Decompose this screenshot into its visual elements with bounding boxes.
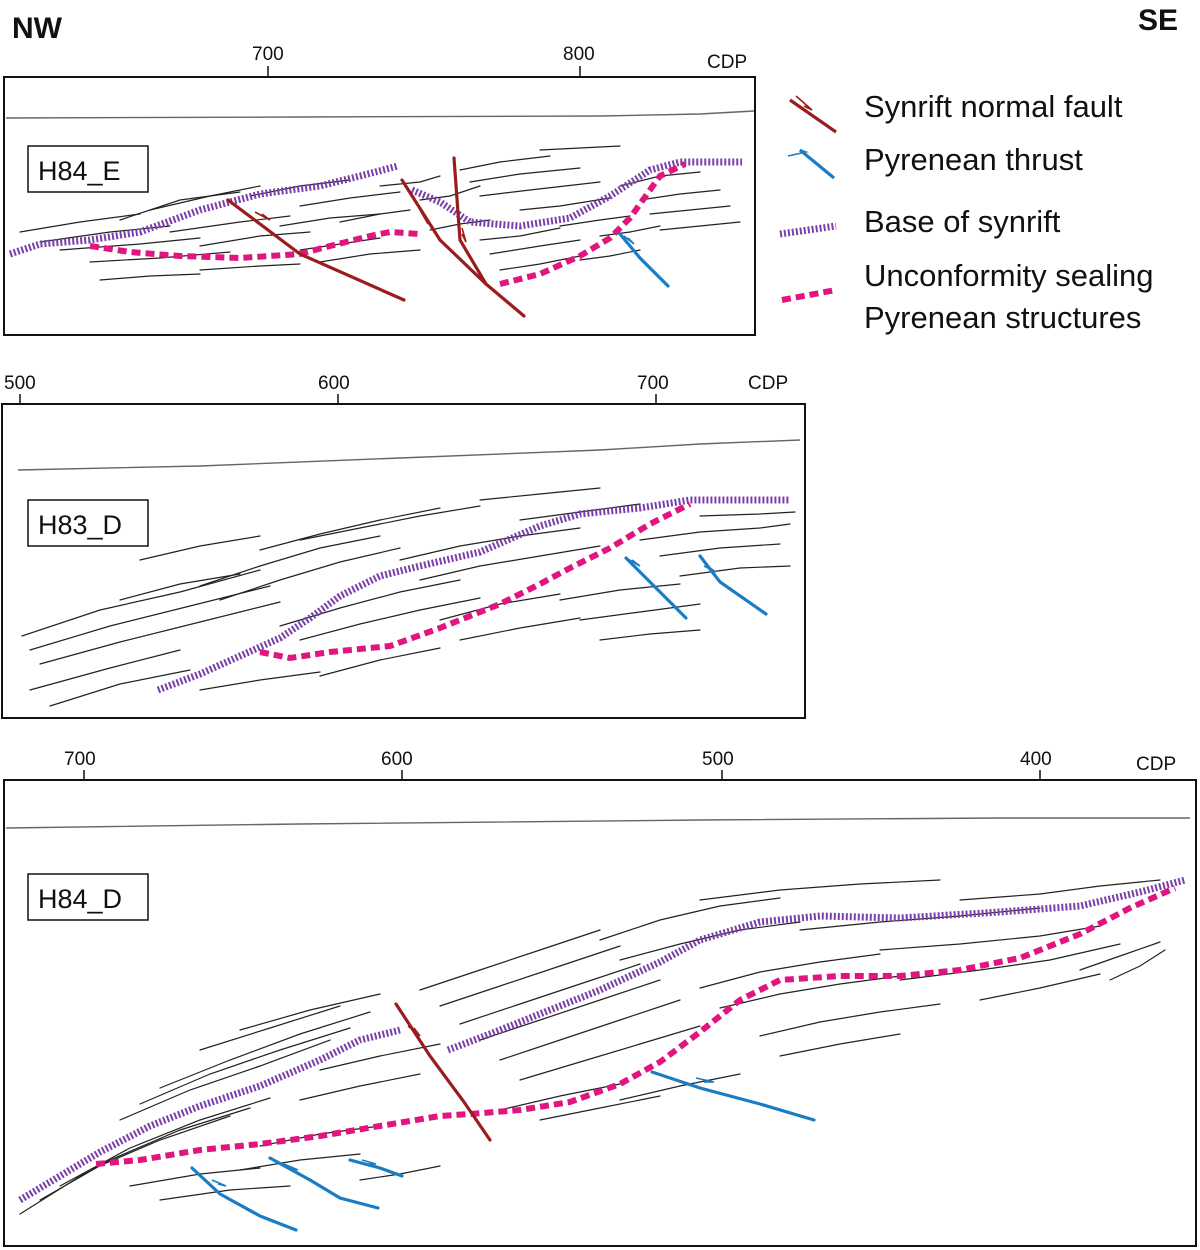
legend-label: Unconformity sealing <box>864 258 1153 293</box>
base-synrift-icon <box>779 222 837 238</box>
base-synrift-horizon <box>8 162 399 258</box>
cdp-tick-600: 600 <box>318 373 350 394</box>
legend-item-synrift-fault: Synrift normal fault <box>789 89 1123 134</box>
section-label-box <box>27 499 149 547</box>
section-h84-d: 700 600 500 400 CDP H84_D <box>3 749 1197 1247</box>
legend-label: Pyrenean thrust <box>864 142 1083 177</box>
seismic-reflectors <box>21 487 796 707</box>
cdp-tick-700: 700 <box>64 749 96 770</box>
seafloor-line <box>5 817 1190 829</box>
normal-fault <box>394 1002 492 1142</box>
legend-item-unconformity: Unconformity sealing Pyrenean structures <box>781 258 1153 335</box>
seafloor-line <box>17 439 801 471</box>
cdp-tick-600: 600 <box>381 749 413 770</box>
seismic-reflectors <box>19 879 1166 1215</box>
base-synrift-horizon <box>156 496 790 694</box>
unconformity-horizon <box>499 161 687 287</box>
legend: Synrift normal fault Pyrenean thrust Bas… <box>779 89 1153 335</box>
direction-nw: NW <box>12 12 63 45</box>
base-synrift-horizon <box>18 1026 401 1204</box>
section-label-box <box>27 873 149 921</box>
normal-fault <box>226 198 406 302</box>
unconformity-icon <box>781 287 837 303</box>
normal-fault <box>400 178 526 318</box>
section-label: H84_E <box>38 156 121 186</box>
section-label-box <box>27 145 149 193</box>
thrust-icon <box>798 148 836 180</box>
section-frame <box>3 779 1197 1247</box>
cdp-tick-500: 500 <box>4 373 36 394</box>
seismic-reflectors <box>19 145 741 281</box>
section-frame <box>1 403 806 719</box>
cdp-axis-label: CDP <box>1136 754 1176 775</box>
cdp-axis-label: CDP <box>748 373 788 394</box>
base-synrift-horizon <box>446 876 1186 1054</box>
unconformity-horizon <box>259 501 692 662</box>
pyrenean-thrust <box>190 1166 298 1232</box>
pyrenean-thrust <box>348 1158 404 1178</box>
section-frame <box>3 76 756 336</box>
pyrenean-thrust <box>268 1156 380 1210</box>
legend-label: Base of synrift <box>864 204 1061 239</box>
pyrenean-thrust <box>650 1070 816 1122</box>
section-h83-d: 500 600 700 CDP H83_D <box>1 373 806 719</box>
legend-label-line2: Pyrenean structures <box>864 300 1141 335</box>
unconformity-horizon <box>95 885 1177 1167</box>
seafloor-line <box>5 110 755 119</box>
section-h84-e: 700 800 CDP H84_E <box>3 44 756 336</box>
normal-fault <box>452 156 488 286</box>
cdp-tick-700: 700 <box>637 373 669 394</box>
cdp-tick-800: 800 <box>563 44 595 65</box>
cdp-tick-500: 500 <box>702 749 734 770</box>
legend-item-base-synrift: Base of synrift <box>779 204 1061 239</box>
legend-item-thrust: Pyrenean thrust <box>787 142 1083 180</box>
pyrenean-thrust <box>698 554 768 616</box>
pyrenean-thrust <box>618 232 670 288</box>
pyrenean-thrust <box>624 556 688 620</box>
cdp-axis-label: CDP <box>707 52 747 73</box>
cdp-tick-700: 700 <box>252 44 284 65</box>
direction-se: SE <box>1138 4 1178 37</box>
base-synrift-horizon <box>410 158 742 230</box>
section-label: H83_D <box>38 510 122 540</box>
section-label: H84_D <box>38 884 122 914</box>
fault-icon <box>789 98 837 134</box>
cdp-tick-400: 400 <box>1020 749 1052 770</box>
legend-label: Synrift normal fault <box>864 89 1123 124</box>
